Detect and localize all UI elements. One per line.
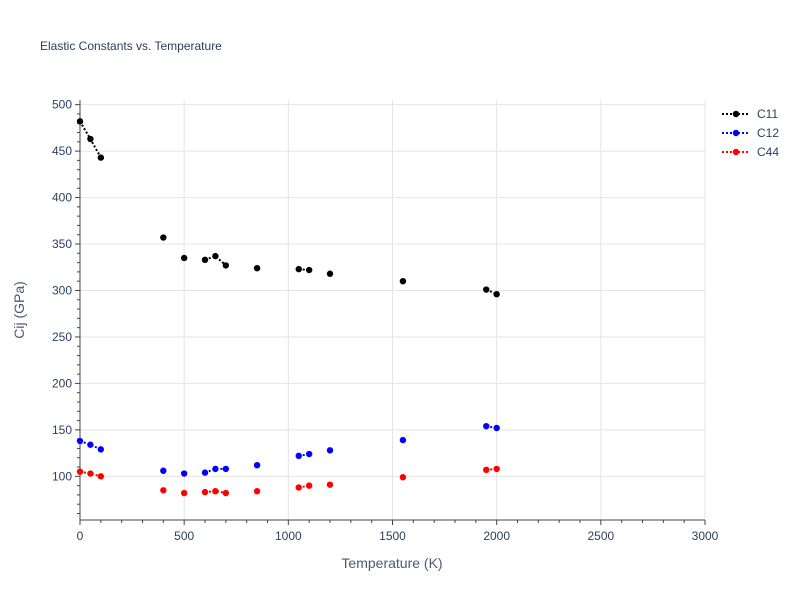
data-point-c44 (295, 484, 302, 491)
data-point-c44 (87, 470, 94, 477)
legend-label: C11 (757, 107, 778, 121)
data-point-c44 (399, 474, 407, 481)
x-tick-label: 2000 (483, 529, 510, 543)
data-point-c44 (180, 489, 188, 497)
series-line-c11 (204, 254, 227, 267)
y-tick-label: 400 (52, 191, 72, 205)
x-tick-label: 3000 (692, 529, 719, 543)
y-tick-label: 350 (52, 237, 72, 251)
data-point-c12 (212, 465, 219, 473)
data-point-c44 (97, 473, 105, 480)
legend-item-c11[interactable]: C11 (722, 107, 778, 121)
series-line-c44 (79, 470, 102, 478)
data-point-c11 (201, 256, 209, 264)
x-tick-label: 2500 (587, 529, 614, 543)
y-tick-label: 250 (52, 330, 72, 344)
data-point-c44 (76, 468, 84, 475)
series-c11 (76, 118, 500, 298)
data-point-c44 (326, 481, 334, 488)
x-axis-ticks: 0 500 1000 1500 2000 2500 3000 (77, 520, 719, 543)
legend-label: C44 (757, 145, 779, 159)
grid (79, 100, 706, 520)
y-tick-label: 300 (52, 283, 72, 297)
legend-swatch-marker (732, 148, 740, 156)
data-point-c44 (212, 487, 219, 495)
chart-title: Elastic Constants vs. Temperature (40, 39, 222, 53)
legend-swatch-marker (732, 129, 740, 137)
data-point-c12 (493, 424, 500, 432)
data-point-c11 (180, 254, 188, 262)
data-point-c11 (97, 154, 105, 161)
data-point-c11 (222, 262, 230, 269)
data-point-c44 (201, 488, 209, 496)
data-point-c12 (295, 452, 302, 460)
data-point-c12 (180, 470, 188, 477)
data-point-c12 (326, 447, 334, 454)
data-point-c44 (305, 482, 313, 489)
data-point-c12 (87, 441, 94, 448)
legend[interactable]: C11 C12 C44 (722, 107, 779, 159)
data-point-c11 (305, 266, 313, 274)
y-axis-label: Cij (GPa) (11, 281, 27, 339)
data-point-c12 (399, 436, 407, 444)
data-point-c12 (483, 422, 490, 430)
y-tick-label: 150 (52, 423, 72, 437)
data-point-c12 (97, 446, 105, 453)
data-point-c12 (253, 461, 261, 469)
x-tick-label: 500 (174, 529, 194, 543)
y-tick-label: 500 (52, 98, 72, 112)
data-point-c12 (222, 465, 230, 473)
y-axis-ticks: 100 150 200 250 300 350 400 450 500 (52, 98, 80, 514)
y-tick-label: 200 (52, 376, 72, 390)
data-point-c44 (493, 465, 500, 473)
data-point-c11 (76, 118, 84, 125)
data-point-c11 (493, 291, 500, 298)
data-point-c12 (201, 469, 209, 476)
data-point-c44 (253, 487, 261, 495)
plot-series (76, 118, 500, 497)
series-c12 (76, 422, 500, 477)
data-point-c44 (483, 466, 490, 474)
data-point-c11 (295, 265, 302, 273)
legend-item-c12[interactable]: C12 (722, 126, 779, 140)
data-point-c11 (160, 234, 167, 241)
data-point-c11 (326, 270, 334, 277)
x-tick-label: 1000 (275, 529, 302, 543)
data-point-c11 (253, 264, 261, 272)
series-line-c44 (204, 490, 227, 495)
data-point-c11 (212, 252, 219, 260)
legend-swatch-marker (732, 110, 740, 118)
data-point-c44 (222, 489, 230, 497)
data-point-c44 (160, 487, 167, 494)
data-point-c12 (305, 450, 313, 458)
series-c44 (76, 465, 500, 497)
data-point-c12 (160, 467, 167, 474)
y-tick-label: 450 (52, 144, 72, 158)
legend-label: C12 (757, 126, 779, 140)
y-tick-label: 100 (52, 469, 72, 483)
data-point-c11 (87, 135, 94, 143)
data-point-c12 (76, 437, 84, 445)
x-tick-label: 1500 (379, 529, 406, 543)
legend-item-c44[interactable]: C44 (722, 145, 779, 159)
x-tick-label: 0 (77, 529, 84, 543)
data-point-c11 (399, 277, 407, 285)
x-axis-label: Temperature (K) (341, 555, 442, 571)
data-point-c11 (483, 286, 490, 293)
